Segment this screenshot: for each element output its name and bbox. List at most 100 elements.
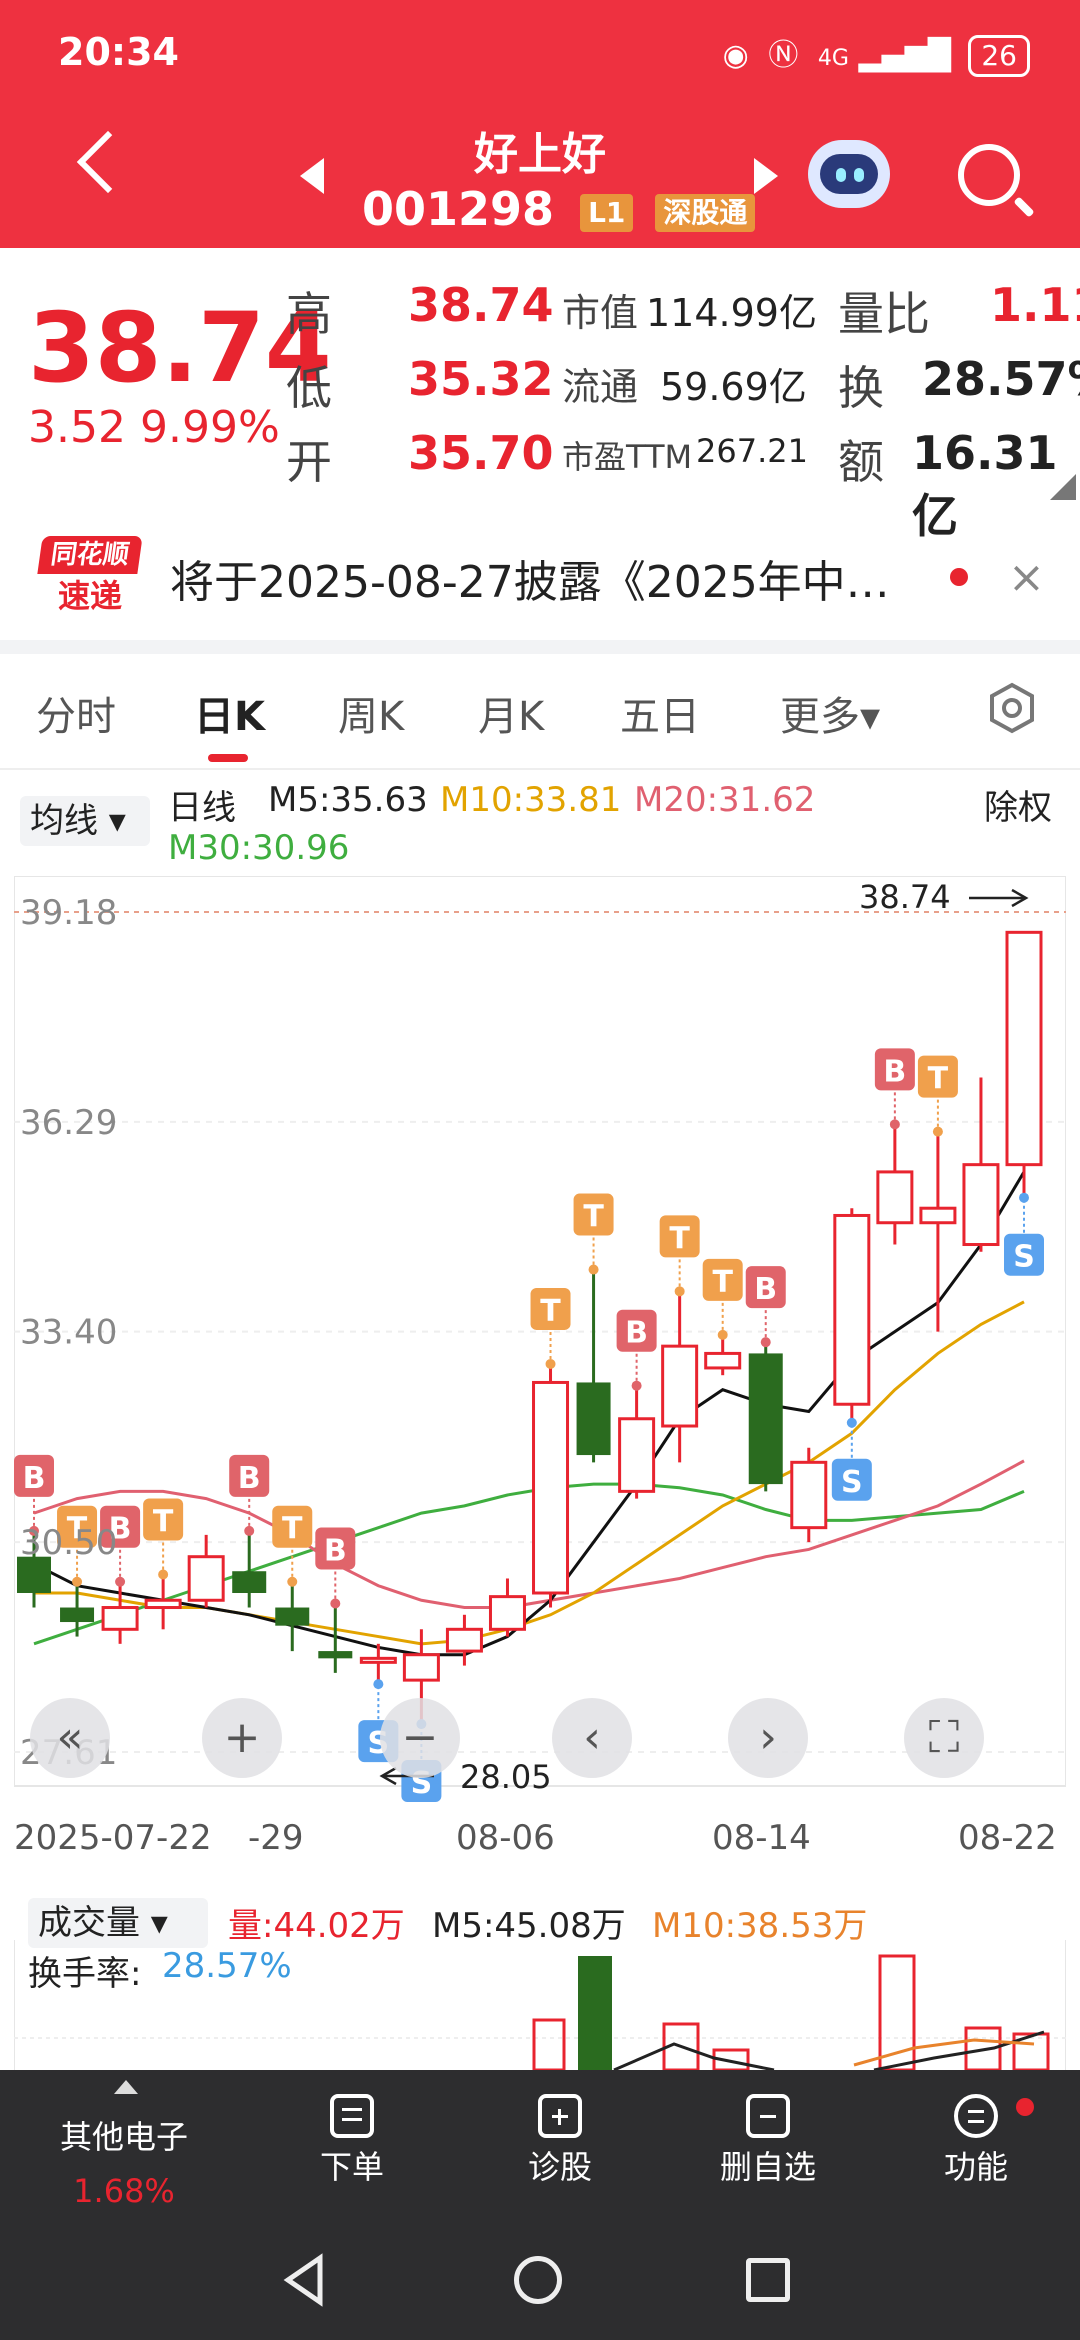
volume-bar [532, 2018, 566, 2070]
news-headline[interactable]: 将于2025-08-27披露《2025年中… [170, 557, 890, 608]
remove-icon [746, 2094, 790, 2138]
nav-order-label: 下单 [319, 2148, 384, 2186]
indicator-select[interactable]: 均线 ▾ [20, 796, 150, 846]
zoom-in-button[interactable]: + [202, 1698, 282, 1778]
expand-up-icon[interactable] [114, 2080, 138, 2094]
candle-body [790, 1460, 828, 1530]
news-close-icon[interactable]: × [1008, 552, 1045, 603]
chart-settings-icon[interactable] [986, 682, 1038, 734]
nav-function[interactable]: 功能 [896, 2070, 1056, 2188]
signal-badge [530, 1287, 571, 1330]
volume-indicator-select[interactable]: 成交量 ▾ [28, 1898, 208, 1948]
volume-bar [1012, 2032, 1050, 2070]
tab-intraday[interactable]: 分时 [36, 694, 116, 740]
min-price-label: 28.05 [460, 1758, 552, 1796]
tab-daily-k[interactable]: 日K [194, 694, 265, 740]
signal-dot [889, 1119, 900, 1130]
search-icon[interactable] [958, 144, 1020, 206]
nfc-icon: Ⓝ [768, 38, 799, 73]
tab-five-day[interactable]: 五日 [620, 694, 700, 740]
signal-dot [545, 1358, 556, 1369]
signal-badge [100, 1505, 141, 1548]
current-price: 38.74 [28, 292, 332, 404]
nav-order[interactable]: 下单 [272, 2070, 432, 2188]
candle-body [275, 1607, 310, 1626]
price-change: 3.52 [28, 402, 126, 453]
price-change-pct: 9.99% [140, 402, 280, 453]
volume-value: 量:44.02万 [228, 1906, 405, 1946]
mcap-label: 市值 [562, 291, 639, 335]
network-label: 4G [817, 46, 849, 71]
signal-label: B [754, 1272, 777, 1307]
sector-name[interactable]: 其他电子 [59, 2118, 188, 2156]
signal-badge [272, 1505, 313, 1548]
prev-stock-icon[interactable] [300, 158, 324, 194]
signal-label: B [109, 1512, 132, 1547]
tab-monthly-k[interactable]: 月K [478, 694, 545, 740]
amount-label: 额 [838, 435, 884, 489]
system-recents-icon[interactable] [746, 2258, 790, 2302]
signal-label: S [841, 1465, 863, 1500]
signal-badge [229, 1454, 270, 1497]
tab-divider [0, 768, 1080, 770]
adjust-toggle[interactable]: 除权 [984, 788, 1052, 828]
candle-body [704, 1351, 742, 1370]
ma5-value: M5:35.63 [268, 780, 428, 820]
candle-body [618, 1417, 656, 1493]
volume-m5-line [873, 2030, 1045, 2070]
nav-function-label: 功能 [943, 2148, 1008, 2186]
sector-change: 1.68% [73, 2172, 175, 2210]
news-unread-dot [950, 568, 968, 586]
rewind-button[interactable]: « [30, 1698, 110, 1778]
top-bar [0, 0, 1080, 248]
fullscreen-button[interactable]: ⛶ [904, 1698, 984, 1778]
x-tick: 08-14 [712, 1818, 811, 1858]
signal-badge [917, 1055, 958, 1098]
signal-badge [1004, 1233, 1044, 1276]
signal-label: T [712, 1265, 733, 1300]
candle-body [17, 1556, 51, 1594]
candle-body [919, 1206, 957, 1225]
signal-label: B [23, 1461, 46, 1496]
float-label: 流通 [562, 365, 639, 409]
nav-diagnose[interactable]: 诊股 [480, 2070, 640, 2188]
system-home-icon[interactable] [514, 2256, 562, 2304]
signal-badge [745, 1266, 786, 1309]
function-icon [954, 2094, 998, 2138]
tab-weekly-k[interactable]: 周K [338, 694, 405, 740]
volume-chart [14, 1940, 1066, 2070]
scroll-right-button[interactable]: › [728, 1698, 808, 1778]
signal-dot [717, 1329, 728, 1340]
signal-badge [702, 1258, 743, 1301]
nav-remove-watchlist[interactable]: 删自选 [688, 2070, 848, 2188]
signal-label: S [1013, 1240, 1035, 1275]
signal-label: T [669, 1221, 690, 1256]
signal-dot [760, 1337, 771, 1348]
high-value: 38.74 [408, 278, 554, 332]
x-tick: 08-22 [958, 1818, 1057, 1858]
y-tick: 39.18 [20, 893, 117, 933]
diagnose-icon [538, 2094, 582, 2138]
assistant-robot-icon[interactable] [808, 140, 890, 208]
signal-badge [616, 1309, 657, 1352]
turn-value: 28.57% [922, 352, 1080, 406]
signal-dot [631, 1380, 642, 1391]
stock-code-row: 001298 L1 深股通 [362, 182, 756, 236]
candle-body [962, 1163, 1000, 1247]
signal-dot [244, 1525, 255, 1536]
system-back-icon[interactable] [280, 2252, 328, 2308]
open-label: 开 [286, 435, 332, 489]
signal-dot [72, 1576, 83, 1587]
candle-body [60, 1607, 95, 1623]
zoom-out-button[interactable]: − [380, 1698, 460, 1778]
signal-badge [14, 1454, 54, 1497]
scroll-left-button[interactable]: ‹ [552, 1698, 632, 1778]
signal-badge [831, 1458, 872, 1501]
pe-value: 267.21 [696, 432, 808, 470]
tab-active-indicator [208, 754, 248, 762]
tab-more[interactable]: 更多▾ [780, 694, 881, 740]
candle-body [532, 1380, 570, 1595]
signal-label: T [67, 1512, 88, 1547]
next-stock-icon[interactable] [754, 158, 778, 194]
high-label: 高 [286, 287, 332, 341]
